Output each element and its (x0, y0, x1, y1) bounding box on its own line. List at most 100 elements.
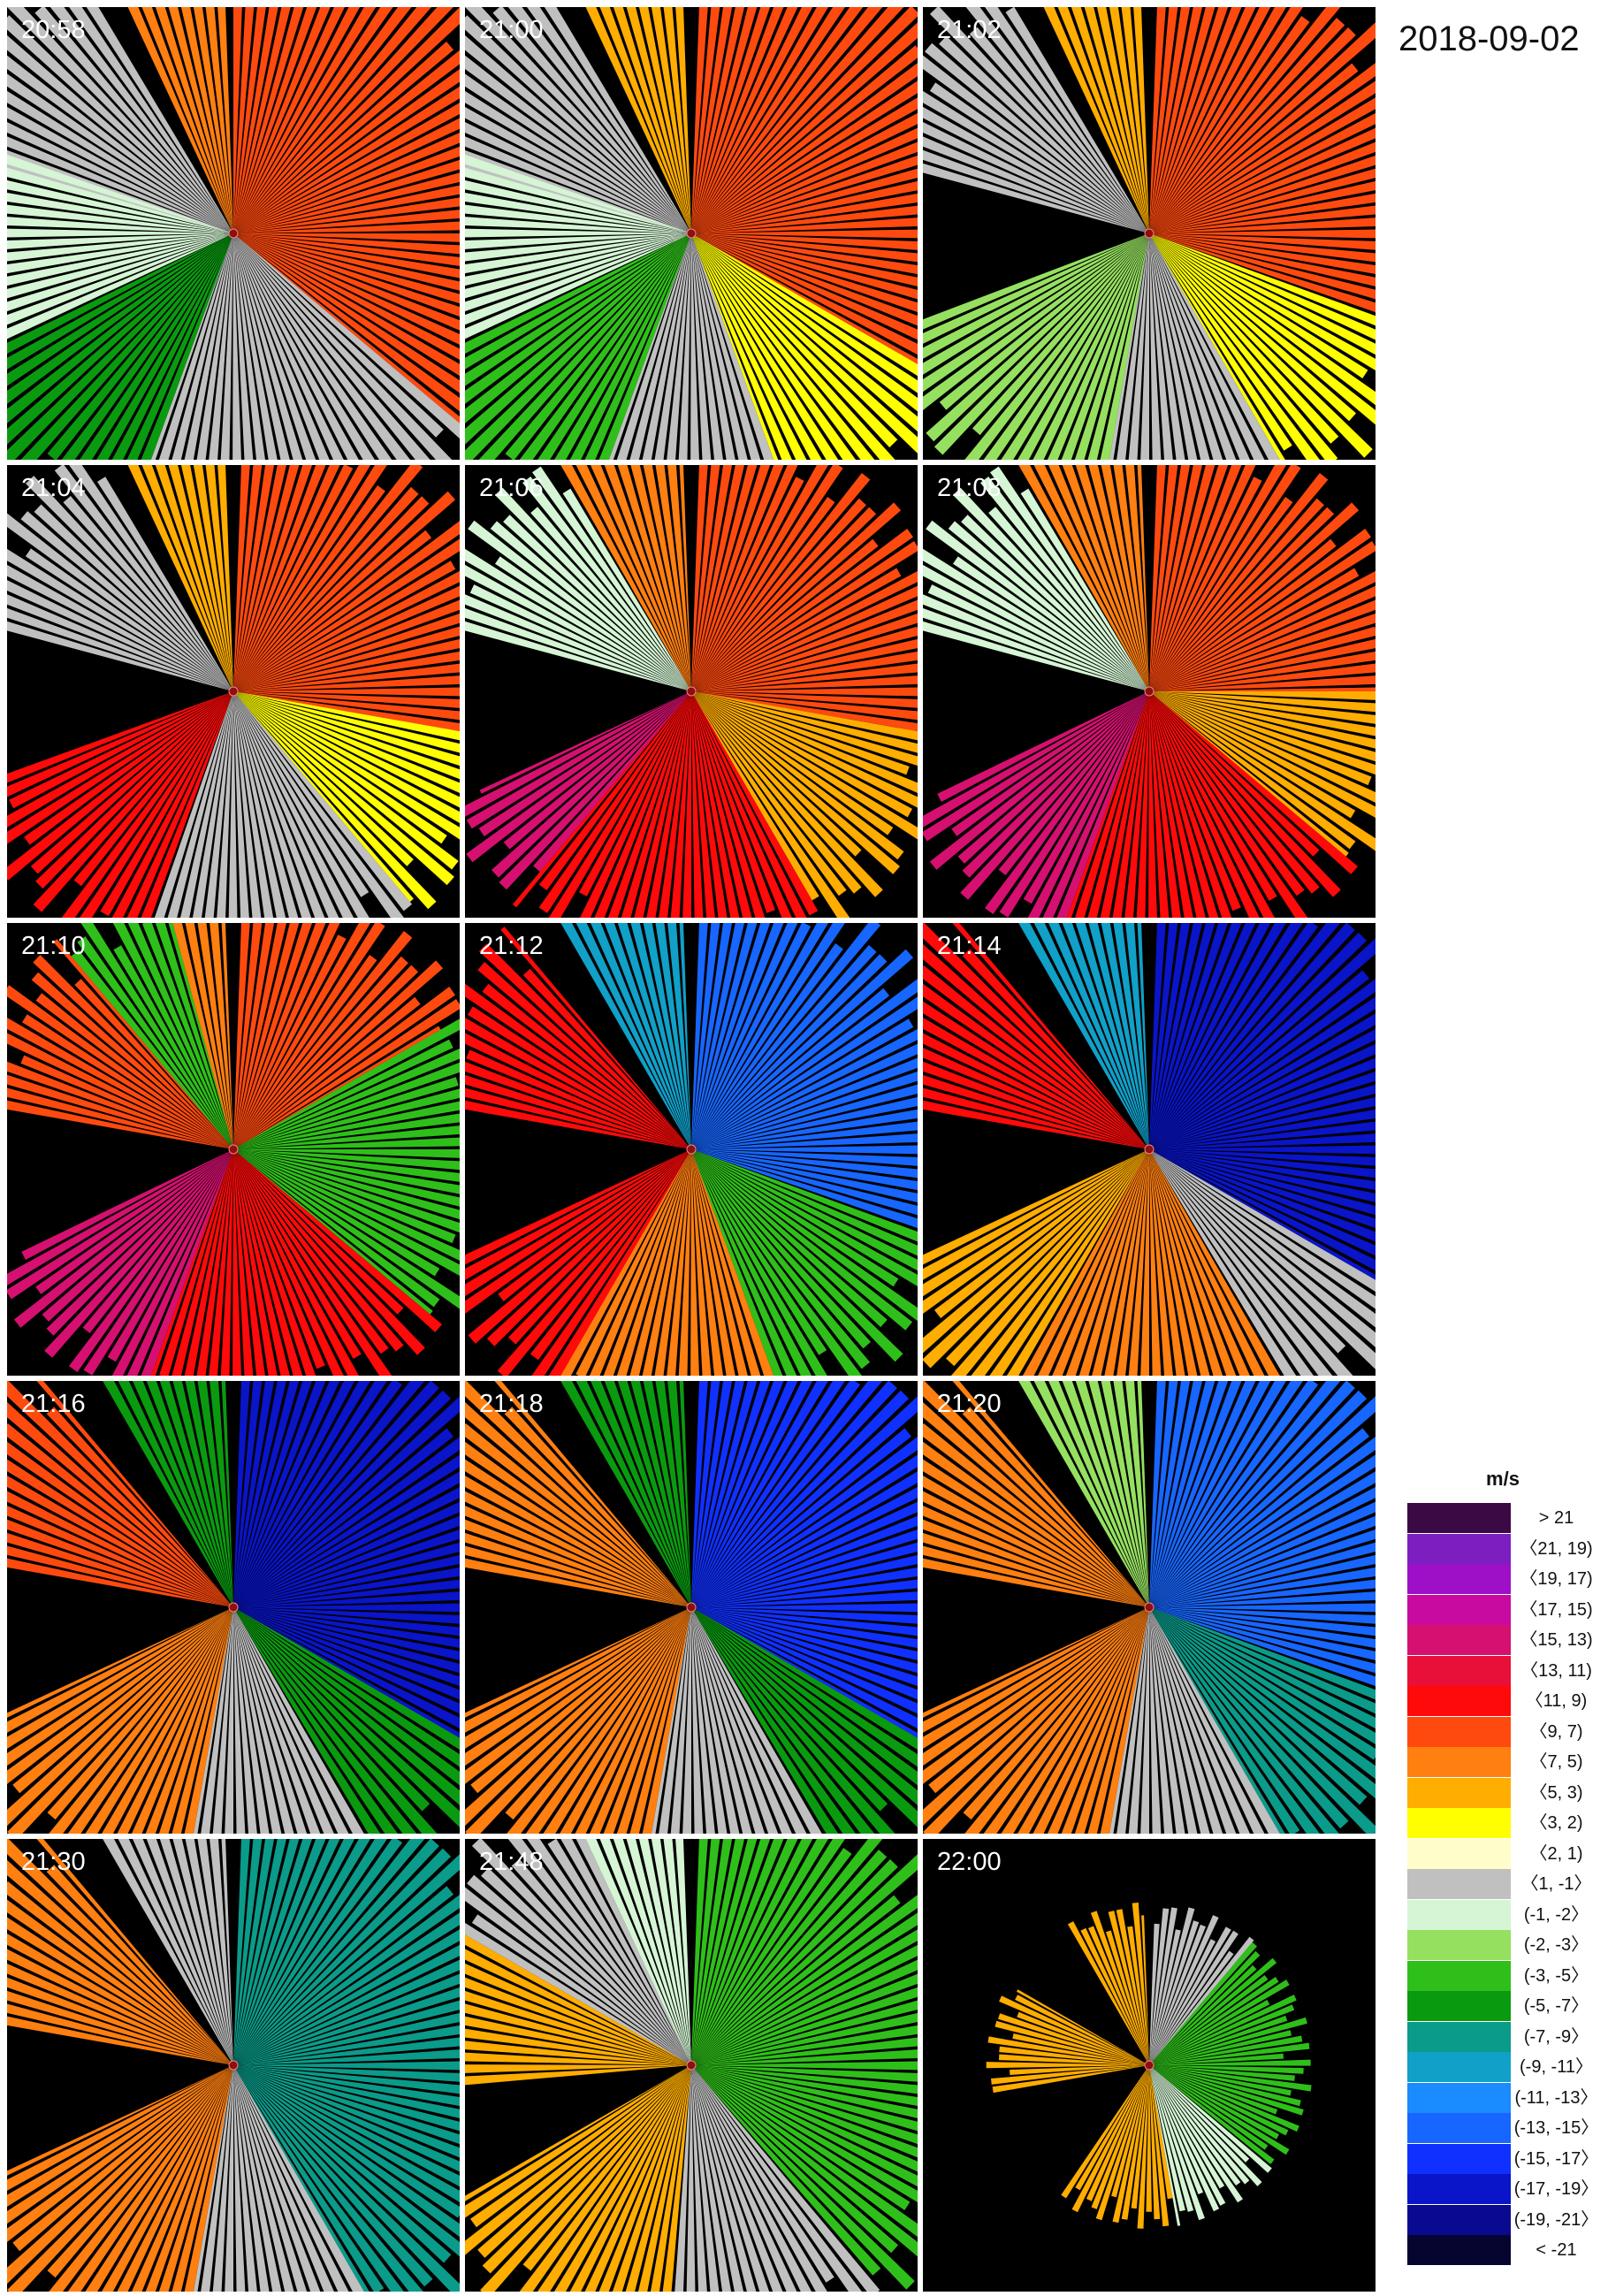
velocity-ray (1149, 691, 1308, 918)
velocity-ray (465, 2040, 691, 2065)
velocity-ray (117, 1607, 233, 1834)
velocity-ray (146, 1381, 233, 1607)
velocity-ray (953, 556, 1149, 691)
velocity-ray (233, 1886, 453, 2065)
radar-panel: 21:20 (923, 1381, 1376, 1834)
velocity-ray (233, 2065, 460, 2158)
velocity-ray (233, 2065, 270, 2292)
velocity-ray (465, 233, 691, 274)
velocity-ray (691, 2065, 915, 2290)
velocity-ray (7, 1839, 233, 2065)
velocity-ray (691, 691, 900, 874)
velocity-ray (1137, 2065, 1149, 2229)
velocity-ray (691, 465, 798, 691)
velocity-ray (233, 1607, 282, 1834)
velocity-ray (923, 163, 1149, 233)
velocity-ray (1149, 2017, 1307, 2065)
velocity-ray (691, 7, 733, 233)
velocity-ray (1149, 1936, 1254, 2065)
velocity-ray (1111, 2065, 1149, 2198)
velocity-ray (233, 1149, 404, 1315)
radar-panel: 21:16 (7, 1381, 460, 1834)
velocity-ray (691, 112, 918, 233)
velocity-ray (233, 1381, 287, 1607)
velocity-ray (20, 511, 233, 691)
velocity-ray (1149, 2065, 1194, 2212)
velocity-ray (1149, 1977, 1279, 2065)
velocity-ray (233, 233, 460, 393)
velocity-ray (691, 1149, 862, 1376)
velocity-ray (1149, 2042, 1310, 2065)
radar-panel: 21:10 (7, 923, 460, 1376)
velocity-ray (233, 2061, 460, 2071)
velocity-ray (1149, 1939, 1216, 2065)
radar-panel: 21:48 (465, 1839, 918, 2292)
velocity-ray (1149, 1924, 1206, 2065)
velocity-ray (691, 477, 804, 691)
velocity-ray (1113, 465, 1149, 691)
velocity-ray (691, 233, 918, 454)
velocity-ray (691, 2065, 918, 2158)
velocity-ray (233, 1839, 275, 2065)
velocity-ray (926, 520, 1149, 691)
velocity-ray (691, 2061, 918, 2071)
legend-swatch (1407, 2204, 1511, 2235)
velocity-ray (53, 939, 233, 1149)
velocity-ray (1149, 2065, 1272, 2173)
velocity-ray (1149, 2065, 1250, 2163)
velocity-ray (1149, 2065, 1181, 2226)
velocity-ray (923, 233, 1149, 393)
velocity-ray (233, 485, 385, 691)
velocity-ray (228, 691, 238, 918)
velocity-ray (1149, 63, 1376, 233)
velocity-ray (923, 594, 1149, 691)
velocity-ray (172, 1839, 233, 2065)
velocity-ray (7, 233, 233, 249)
velocity-ray (465, 233, 691, 460)
velocity-ray (1149, 7, 1229, 233)
velocity-ray (155, 465, 233, 691)
velocity-ray (682, 691, 691, 918)
velocity-ray (233, 691, 249, 918)
velocity-ray (233, 1149, 440, 1277)
velocity-ray (1149, 465, 1178, 691)
velocity-ray (465, 233, 691, 355)
velocity-ray (691, 1607, 918, 1714)
velocity-ray (1149, 2065, 1250, 2185)
velocity-ray (131, 2065, 233, 2292)
velocity-ray (1149, 233, 1356, 422)
velocity-ray (469, 584, 691, 691)
velocity-ray (1006, 1149, 1149, 1376)
velocity-ray (233, 2065, 282, 2292)
velocity-ray (1149, 529, 1371, 691)
velocity-ray (691, 988, 890, 1149)
velocity-ray (197, 923, 233, 1149)
velocity-ray (486, 1149, 691, 1346)
legend-swatch (1407, 2113, 1511, 2143)
velocity-ray (233, 1381, 340, 1607)
velocity-ray (1116, 1607, 1149, 1834)
velocity-ray (233, 465, 300, 691)
velocity-ray (1149, 233, 1376, 313)
velocity-ray (7, 1607, 233, 1733)
legend-swatch (1407, 1777, 1511, 1808)
velocity-ray (233, 1607, 334, 1834)
velocity-ray (691, 233, 918, 355)
legend-swatch (1407, 2021, 1511, 2052)
velocity-ray (691, 691, 775, 913)
velocity-ray (691, 691, 740, 918)
velocity-ray (1116, 1909, 1149, 2065)
velocity-ray (7, 1990, 233, 2065)
velocity-ray (512, 691, 691, 908)
velocity-ray (118, 1381, 233, 1607)
velocity-ray (1149, 507, 1335, 691)
legend-label: 〈21, 19) (1520, 1538, 1593, 1559)
velocity-ray (691, 1607, 918, 1827)
legend-unit: m/s (1486, 1468, 1520, 1490)
velocity-ray (1149, 1950, 1234, 2065)
velocity-ray (1149, 1908, 1170, 2065)
velocity-ray (560, 1839, 691, 2065)
velocity-ray (629, 233, 691, 460)
velocity-ray (233, 561, 456, 691)
velocity-ray (233, 233, 375, 460)
